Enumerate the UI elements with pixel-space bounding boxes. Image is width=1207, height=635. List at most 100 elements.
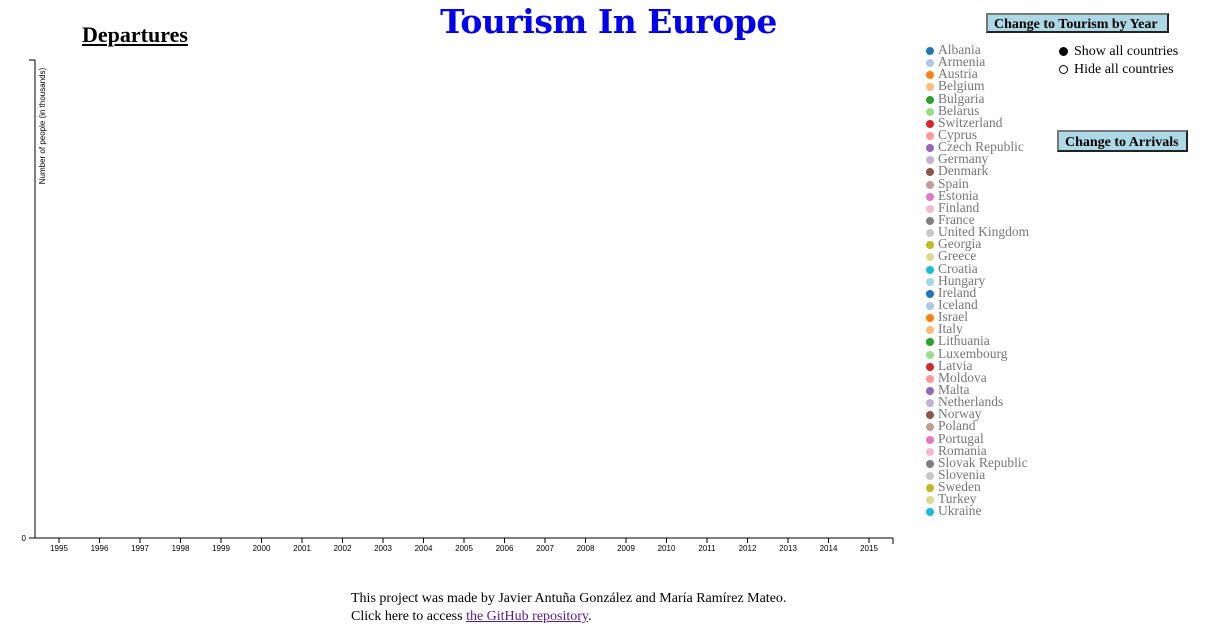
legend-item[interactable]: Netherlands (925, 394, 1029, 410)
footer: This project was made by Javier Antuña G… (351, 590, 786, 626)
legend-item[interactable]: Moldova (925, 371, 1029, 384)
legend-item[interactable]: Georgia (925, 237, 1029, 251)
legend-label: Greece (938, 248, 977, 264)
legend-color-dot (926, 265, 934, 274)
legend-color-dot (926, 484, 934, 493)
legend-item[interactable]: Bulgaria (925, 91, 1029, 105)
legend-color-dot (926, 471, 934, 480)
legend-item[interactable]: Malta (925, 381, 1029, 397)
legend-color-dot (926, 71, 934, 80)
legend-label: Latvia (938, 357, 973, 373)
x-tick-label: 2002 (334, 544, 352, 553)
legend-item[interactable]: Hungary (925, 273, 1029, 287)
chart-subtitle: Departures (82, 22, 188, 47)
legend-item[interactable]: Austria (925, 66, 1029, 82)
legend-item[interactable]: Luxembourg (925, 346, 1029, 360)
legend-item[interactable]: Greece (925, 248, 1029, 264)
legend-item[interactable]: Italy (925, 321, 1029, 337)
legend-item[interactable]: Cyprus (925, 128, 1029, 141)
legend-item[interactable]: Estonia (925, 188, 1029, 202)
legend-item[interactable]: Croatia (925, 261, 1029, 275)
legend-color-dot (926, 374, 934, 383)
legend-color-dot (926, 144, 934, 153)
legend-item[interactable]: Czech Republic (925, 140, 1029, 153)
legend-item[interactable]: Norway (925, 407, 1029, 420)
legend-label: Slovak Republic (938, 454, 1028, 470)
legend-item[interactable]: Sweden (925, 480, 1029, 493)
radio-button-unselected[interactable] (1059, 65, 1068, 74)
legend-label: Germany (938, 151, 989, 167)
legend-item[interactable]: Finland (925, 199, 1029, 215)
legend-item[interactable]: Ukraine (925, 504, 1029, 518)
legend-item[interactable]: France (925, 213, 1029, 226)
legend-color-dot (926, 180, 934, 189)
legend-item[interactable]: Spain (925, 176, 1029, 190)
legend-color-dot (926, 156, 934, 165)
legend-item[interactable]: Portugal (925, 431, 1029, 445)
legend-color-dot (926, 192, 934, 201)
legend-label: Netherlands (938, 394, 1004, 410)
legend-item[interactable]: Ireland (925, 286, 1029, 299)
x-tick-label: 1996 (91, 544, 109, 553)
legend-item[interactable]: Turkey (925, 491, 1029, 507)
visibility-radio-group: Show all countries Hide all countries (1059, 43, 1178, 79)
legend-color-dot (926, 83, 934, 92)
legend-item[interactable]: Poland (925, 419, 1029, 433)
change-to-tourism-by-year-button[interactable]: Change to Tourism by Year (986, 13, 1169, 33)
legend-label: Belgium (938, 78, 985, 94)
legend-color-dot (926, 119, 934, 128)
footer-repo-suffix: . (588, 609, 592, 624)
legend-label: United Kingdom (938, 224, 1030, 240)
legend-item[interactable]: United Kingdom (925, 224, 1030, 240)
legend-color-dot (926, 314, 934, 323)
page-title: Tourism In Europe (440, 2, 777, 41)
legend-color-dot (926, 399, 934, 408)
legend-label: Finland (938, 199, 980, 215)
legend-label: Italy (938, 321, 963, 337)
legend-item[interactable]: Belarus (925, 103, 1029, 117)
legend-color-dot (926, 241, 934, 250)
legend-color-dot (926, 496, 934, 505)
legend-color-dot (926, 95, 934, 104)
x-tick-label: 2000 (253, 544, 271, 553)
legend-color-dot (926, 59, 934, 68)
y-axis-title: Number of people (in thousands) (38, 67, 47, 184)
x-tick-label: 2011 (698, 544, 716, 553)
radio-button-selected[interactable] (1059, 47, 1068, 56)
legend-item[interactable]: Iceland (925, 298, 1029, 311)
legend-item[interactable]: Latvia (925, 357, 1029, 373)
legend-item[interactable]: Armenia (925, 55, 1029, 68)
show-all-countries-option[interactable]: Show all countries (1059, 43, 1178, 61)
legend-item[interactable]: Lithuania (925, 334, 1029, 348)
legend-item[interactable]: Israel (925, 310, 1029, 323)
legend-color-dot (926, 447, 934, 456)
github-repository-link[interactable]: the GitHub repository (466, 609, 589, 624)
legend-color-dot (926, 47, 934, 55)
change-to-arrivals-button[interactable]: Change to Arrivals (1057, 130, 1188, 152)
legend-color-dot (926, 435, 934, 444)
departures-chart: 0 Number of people (in thousands) 1995 19… (22, 59, 894, 553)
legend-item[interactable]: Belgium (925, 78, 1029, 94)
hide-all-countries-option[interactable]: Hide all countries (1059, 61, 1178, 79)
legend-label: Turkey (938, 491, 977, 507)
legend-item[interactable]: Slovenia (925, 466, 1029, 482)
x-tick-label: 2003 (374, 544, 392, 553)
legend-item[interactable]: Switzerland (925, 114, 1029, 130)
x-tick-label: 2015 (860, 544, 878, 553)
x-tick-label: 2008 (577, 544, 595, 553)
legend-color-dot (926, 289, 934, 298)
legend-item[interactable]: Germany (925, 151, 1029, 167)
legend-item[interactable]: Denmark (925, 163, 1029, 179)
legend-label: Switzerland (938, 114, 1003, 130)
x-tick-label: 1999 (212, 544, 230, 553)
legend-label: Slovenia (938, 466, 986, 482)
legend-item[interactable]: Albania (925, 43, 1029, 56)
legend-label: Malta (938, 381, 970, 397)
hide-all-countries-label: Hide all countries (1074, 62, 1174, 77)
legend-color-dot (926, 508, 934, 517)
legend-item[interactable]: Slovak Republic (925, 454, 1029, 470)
x-tick-label: 2007 (536, 544, 554, 553)
legend-label: Denmark (938, 163, 989, 179)
legend-item[interactable]: Romania (925, 443, 1029, 457)
legend-label: Austria (938, 66, 978, 82)
